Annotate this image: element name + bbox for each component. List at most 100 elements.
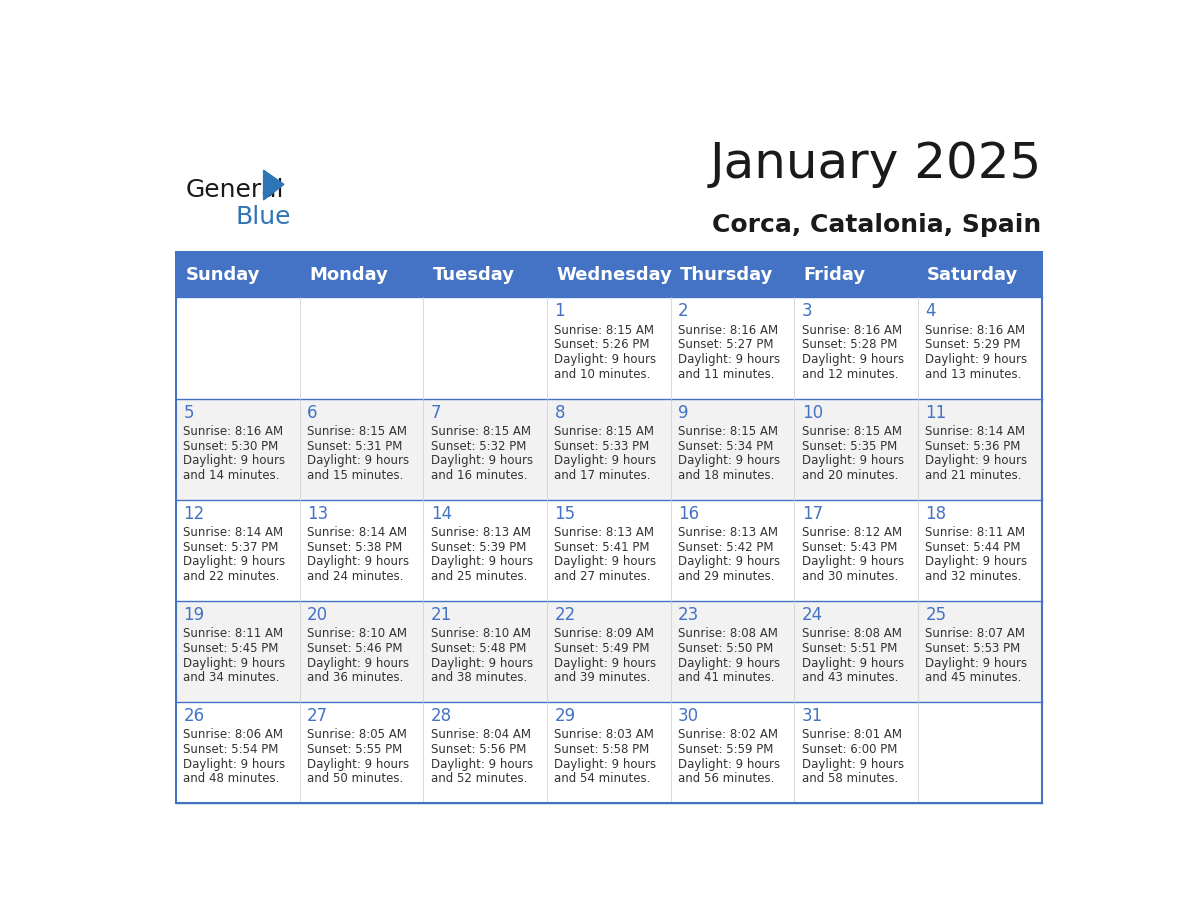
Bar bbox=[176, 499, 1042, 600]
Bar bbox=[671, 252, 795, 297]
Text: Sunset: 5:42 PM: Sunset: 5:42 PM bbox=[678, 541, 773, 554]
Text: Daylight: 9 hours: Daylight: 9 hours bbox=[802, 555, 904, 568]
Text: Daylight: 9 hours: Daylight: 9 hours bbox=[925, 656, 1028, 669]
Bar bbox=[176, 398, 1042, 499]
Text: Sunset: 5:27 PM: Sunset: 5:27 PM bbox=[678, 339, 773, 352]
Text: Daylight: 9 hours: Daylight: 9 hours bbox=[431, 555, 533, 568]
Text: Daylight: 9 hours: Daylight: 9 hours bbox=[802, 454, 904, 467]
Text: Sunday: Sunday bbox=[185, 265, 260, 284]
Text: Sunrise: 8:11 AM: Sunrise: 8:11 AM bbox=[183, 627, 284, 640]
Text: and 22 minutes.: and 22 minutes. bbox=[183, 570, 280, 583]
Text: Sunset: 5:38 PM: Sunset: 5:38 PM bbox=[308, 541, 403, 554]
Bar bbox=[423, 252, 546, 297]
Text: Sunrise: 8:01 AM: Sunrise: 8:01 AM bbox=[802, 728, 902, 741]
Text: and 17 minutes.: and 17 minutes. bbox=[555, 469, 651, 482]
Text: Corca, Catalonia, Spain: Corca, Catalonia, Spain bbox=[713, 213, 1042, 238]
Text: Daylight: 9 hours: Daylight: 9 hours bbox=[308, 656, 409, 669]
Text: Sunrise: 8:14 AM: Sunrise: 8:14 AM bbox=[925, 425, 1025, 438]
Text: Daylight: 9 hours: Daylight: 9 hours bbox=[925, 555, 1028, 568]
Text: Sunset: 5:28 PM: Sunset: 5:28 PM bbox=[802, 339, 897, 352]
Text: and 24 minutes.: and 24 minutes. bbox=[308, 570, 404, 583]
Text: 15: 15 bbox=[555, 505, 575, 522]
Text: and 16 minutes.: and 16 minutes. bbox=[431, 469, 527, 482]
Text: and 18 minutes.: and 18 minutes. bbox=[678, 469, 775, 482]
Text: Daylight: 9 hours: Daylight: 9 hours bbox=[183, 454, 285, 467]
Text: Sunrise: 8:14 AM: Sunrise: 8:14 AM bbox=[308, 526, 407, 539]
Text: and 11 minutes.: and 11 minutes. bbox=[678, 368, 775, 381]
Text: 6: 6 bbox=[308, 404, 317, 421]
Text: Daylight: 9 hours: Daylight: 9 hours bbox=[183, 555, 285, 568]
Text: Sunrise: 8:15 AM: Sunrise: 8:15 AM bbox=[308, 425, 407, 438]
Bar bbox=[918, 252, 1042, 297]
Text: Sunset: 5:51 PM: Sunset: 5:51 PM bbox=[802, 642, 897, 655]
Text: Daylight: 9 hours: Daylight: 9 hours bbox=[555, 454, 657, 467]
Text: 3: 3 bbox=[802, 302, 813, 320]
Text: Sunset: 5:26 PM: Sunset: 5:26 PM bbox=[555, 339, 650, 352]
Text: Sunset: 6:00 PM: Sunset: 6:00 PM bbox=[802, 743, 897, 756]
Text: 26: 26 bbox=[183, 707, 204, 724]
Text: and 39 minutes.: and 39 minutes. bbox=[555, 671, 651, 685]
Text: 27: 27 bbox=[308, 707, 328, 724]
Text: and 48 minutes.: and 48 minutes. bbox=[183, 772, 280, 786]
Text: Sunrise: 8:10 AM: Sunrise: 8:10 AM bbox=[431, 627, 531, 640]
Text: 21: 21 bbox=[431, 606, 451, 623]
Text: Sunrise: 8:15 AM: Sunrise: 8:15 AM bbox=[678, 425, 778, 438]
Text: Daylight: 9 hours: Daylight: 9 hours bbox=[678, 353, 781, 366]
Text: and 21 minutes.: and 21 minutes. bbox=[925, 469, 1022, 482]
Text: Sunrise: 8:08 AM: Sunrise: 8:08 AM bbox=[802, 627, 902, 640]
Text: Sunrise: 8:09 AM: Sunrise: 8:09 AM bbox=[555, 627, 655, 640]
Text: Daylight: 9 hours: Daylight: 9 hours bbox=[183, 757, 285, 770]
Text: 14: 14 bbox=[431, 505, 451, 522]
Text: 16: 16 bbox=[678, 505, 700, 522]
Text: and 56 minutes.: and 56 minutes. bbox=[678, 772, 775, 786]
Text: Tuesday: Tuesday bbox=[432, 265, 514, 284]
Text: Daylight: 9 hours: Daylight: 9 hours bbox=[678, 555, 781, 568]
Text: Daylight: 9 hours: Daylight: 9 hours bbox=[678, 656, 781, 669]
Text: and 41 minutes.: and 41 minutes. bbox=[678, 671, 775, 685]
Text: Daylight: 9 hours: Daylight: 9 hours bbox=[925, 454, 1028, 467]
Text: Sunset: 5:56 PM: Sunset: 5:56 PM bbox=[431, 743, 526, 756]
Text: Sunset: 5:49 PM: Sunset: 5:49 PM bbox=[555, 642, 650, 655]
Text: Sunset: 5:33 PM: Sunset: 5:33 PM bbox=[555, 440, 650, 453]
Text: Sunrise: 8:02 AM: Sunrise: 8:02 AM bbox=[678, 728, 778, 741]
Text: Sunrise: 8:07 AM: Sunrise: 8:07 AM bbox=[925, 627, 1025, 640]
Text: 20: 20 bbox=[308, 606, 328, 623]
Text: Sunrise: 8:16 AM: Sunrise: 8:16 AM bbox=[183, 425, 284, 438]
Text: 5: 5 bbox=[183, 404, 194, 421]
Text: Sunset: 5:39 PM: Sunset: 5:39 PM bbox=[431, 541, 526, 554]
Text: and 30 minutes.: and 30 minutes. bbox=[802, 570, 898, 583]
Text: 22: 22 bbox=[555, 606, 576, 623]
Text: Sunset: 5:35 PM: Sunset: 5:35 PM bbox=[802, 440, 897, 453]
Text: Sunset: 5:41 PM: Sunset: 5:41 PM bbox=[555, 541, 650, 554]
Text: and 13 minutes.: and 13 minutes. bbox=[925, 368, 1022, 381]
Text: Sunrise: 8:06 AM: Sunrise: 8:06 AM bbox=[183, 728, 284, 741]
Text: and 58 minutes.: and 58 minutes. bbox=[802, 772, 898, 786]
Text: 17: 17 bbox=[802, 505, 823, 522]
Text: 11: 11 bbox=[925, 404, 947, 421]
Text: 13: 13 bbox=[308, 505, 328, 522]
Text: and 34 minutes.: and 34 minutes. bbox=[183, 671, 280, 685]
Text: 12: 12 bbox=[183, 505, 204, 522]
Text: Sunrise: 8:13 AM: Sunrise: 8:13 AM bbox=[678, 526, 778, 539]
Text: Sunrise: 8:04 AM: Sunrise: 8:04 AM bbox=[431, 728, 531, 741]
Text: Sunrise: 8:15 AM: Sunrise: 8:15 AM bbox=[802, 425, 902, 438]
Text: 8: 8 bbox=[555, 404, 565, 421]
Text: Daylight: 9 hours: Daylight: 9 hours bbox=[183, 656, 285, 669]
Text: Sunrise: 8:14 AM: Sunrise: 8:14 AM bbox=[183, 526, 284, 539]
Text: 28: 28 bbox=[431, 707, 451, 724]
Text: Sunset: 5:32 PM: Sunset: 5:32 PM bbox=[431, 440, 526, 453]
Text: Sunset: 5:36 PM: Sunset: 5:36 PM bbox=[925, 440, 1020, 453]
Text: Sunrise: 8:16 AM: Sunrise: 8:16 AM bbox=[925, 324, 1025, 337]
Text: Sunrise: 8:10 AM: Sunrise: 8:10 AM bbox=[308, 627, 407, 640]
Text: Daylight: 9 hours: Daylight: 9 hours bbox=[925, 353, 1028, 366]
Text: and 29 minutes.: and 29 minutes. bbox=[678, 570, 775, 583]
Text: 31: 31 bbox=[802, 707, 823, 724]
Text: 19: 19 bbox=[183, 606, 204, 623]
Text: Sunrise: 8:11 AM: Sunrise: 8:11 AM bbox=[925, 526, 1025, 539]
Text: Daylight: 9 hours: Daylight: 9 hours bbox=[431, 656, 533, 669]
Text: and 20 minutes.: and 20 minutes. bbox=[802, 469, 898, 482]
Text: Sunrise: 8:15 AM: Sunrise: 8:15 AM bbox=[555, 324, 655, 337]
Text: Saturday: Saturday bbox=[927, 265, 1018, 284]
Text: Sunrise: 8:13 AM: Sunrise: 8:13 AM bbox=[555, 526, 655, 539]
Text: 4: 4 bbox=[925, 302, 936, 320]
